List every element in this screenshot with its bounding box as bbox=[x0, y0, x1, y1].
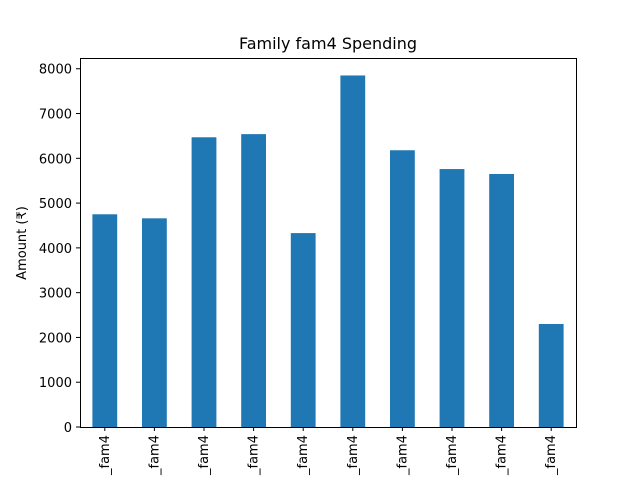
chart-title: Family fam4 Spending bbox=[239, 34, 417, 53]
y-tick-label-0: 0 bbox=[64, 421, 72, 436]
y-tick-label-1: 1000 bbox=[39, 376, 72, 391]
x-tick-label-5: _fam4 bbox=[346, 435, 361, 476]
bar-4 bbox=[290, 233, 316, 427]
bar-7 bbox=[439, 169, 465, 427]
bars-group bbox=[92, 75, 564, 428]
x-tick-label-3: _fam4 bbox=[247, 435, 262, 476]
x-tick-label-1: _fam4 bbox=[147, 435, 162, 476]
bar-9 bbox=[538, 324, 564, 427]
bar-1 bbox=[142, 218, 167, 427]
bar-2 bbox=[191, 137, 217, 427]
bar-6 bbox=[390, 150, 415, 427]
x-axis: _fam4 _fam4 _fam4 _fam4 _fam4 _fam4 _fam4 _fam4… bbox=[98, 427, 559, 476]
y-tick-label-4: 4000 bbox=[39, 242, 72, 257]
bar-0 bbox=[92, 214, 118, 427]
plot-frame bbox=[80, 58, 577, 428]
x-tick-label-6: _fam4 bbox=[395, 435, 410, 476]
y-axis-label: Amount (₹) bbox=[15, 206, 30, 280]
x-tick-label-0: _fam4 bbox=[98, 435, 113, 476]
y-tick-label-2: 2000 bbox=[39, 331, 72, 346]
x-tick-label-9: _fam4 bbox=[544, 435, 559, 476]
bar-5 bbox=[340, 75, 366, 428]
y-tick-label-6: 6000 bbox=[39, 152, 72, 167]
y-axis: 0 1000 2000 3000 4000 5000 6000 7000 8000 bbox=[39, 63, 80, 436]
x-tick-label-7: _fam4 bbox=[445, 435, 460, 476]
bar-3 bbox=[241, 134, 266, 427]
y-tick-label-3: 3000 bbox=[39, 287, 72, 302]
bar-8 bbox=[489, 173, 514, 427]
x-tick-label-2: _fam4 bbox=[197, 435, 212, 476]
x-tick-label-8: _fam4 bbox=[495, 435, 510, 476]
x-tick-label-4: _fam4 bbox=[296, 435, 311, 476]
y-tick-label-7: 7000 bbox=[39, 108, 72, 123]
y-tick-label-5: 5000 bbox=[39, 197, 72, 212]
y-tick-label-8: 8000 bbox=[39, 63, 72, 78]
